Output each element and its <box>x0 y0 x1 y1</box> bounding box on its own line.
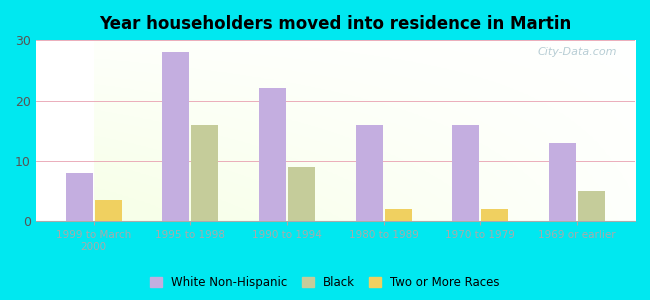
Bar <box>578 191 605 221</box>
Text: City-Data.com: City-Data.com <box>538 47 617 57</box>
Bar <box>481 209 508 221</box>
Bar <box>191 125 218 221</box>
Legend: White Non-Hispanic, Black, Two or More Races: White Non-Hispanic, Black, Two or More R… <box>146 272 504 294</box>
Bar <box>385 209 411 221</box>
Bar <box>356 125 383 221</box>
Bar <box>259 88 286 221</box>
Bar <box>66 173 93 221</box>
Bar <box>452 125 480 221</box>
Bar <box>95 200 122 221</box>
Bar <box>162 52 189 221</box>
Bar <box>549 143 576 221</box>
Title: Year householders moved into residence in Martin: Year householders moved into residence i… <box>99 15 571 33</box>
Bar <box>288 167 315 221</box>
